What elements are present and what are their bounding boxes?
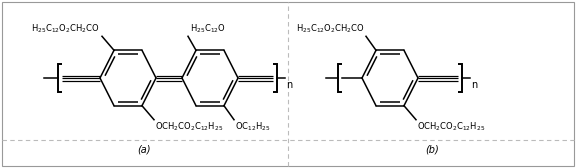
Text: OC$_{12}$H$_{25}$: OC$_{12}$H$_{25}$	[235, 121, 271, 133]
Text: OCH$_2$CO$_2$C$_{12}$H$_{25}$: OCH$_2$CO$_2$C$_{12}$H$_{25}$	[155, 121, 223, 133]
Text: (a): (a)	[137, 144, 151, 154]
Text: H$_{25}$C$_{12}$O: H$_{25}$C$_{12}$O	[190, 23, 226, 35]
Text: H$_{25}$C$_{12}$O$_2$CH$_2$CO: H$_{25}$C$_{12}$O$_2$CH$_2$CO	[297, 23, 365, 35]
Text: (b): (b)	[425, 144, 439, 154]
Text: n: n	[471, 80, 478, 90]
Text: OCH$_2$CO$_2$C$_{12}$H$_{25}$: OCH$_2$CO$_2$C$_{12}$H$_{25}$	[417, 121, 485, 133]
Text: n: n	[286, 80, 292, 90]
Text: H$_{25}$C$_{12}$O$_2$CH$_2$CO: H$_{25}$C$_{12}$O$_2$CH$_2$CO	[32, 23, 100, 35]
